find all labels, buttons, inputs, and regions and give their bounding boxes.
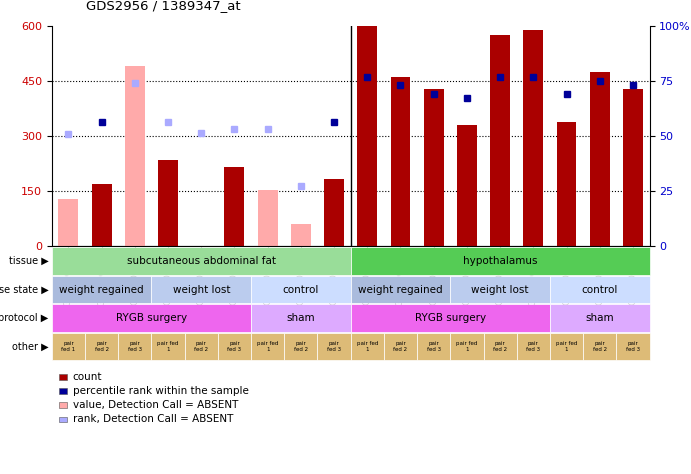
Text: disease state ▶: disease state ▶ xyxy=(0,284,48,295)
Bar xyxy=(623,89,643,246)
Bar xyxy=(92,184,111,246)
Bar xyxy=(556,122,576,246)
Text: hypothalamus: hypothalamus xyxy=(463,256,538,266)
Bar xyxy=(390,78,410,246)
Text: weight lost: weight lost xyxy=(173,284,230,295)
Bar xyxy=(158,160,178,246)
Text: pair
fed 2: pair fed 2 xyxy=(294,341,308,352)
Bar xyxy=(258,190,278,246)
Text: pair
fed 2: pair fed 2 xyxy=(393,341,408,352)
Text: weight regained: weight regained xyxy=(59,284,144,295)
Text: pair
fed 2: pair fed 2 xyxy=(194,341,208,352)
Text: percentile rank within the sample: percentile rank within the sample xyxy=(73,386,249,396)
Text: weight lost: weight lost xyxy=(471,284,529,295)
Text: pair
fed 1: pair fed 1 xyxy=(61,341,75,352)
Text: RYGB surgery: RYGB surgery xyxy=(116,313,187,323)
Text: pair
fed 3: pair fed 3 xyxy=(227,341,242,352)
Text: pair
fed 3: pair fed 3 xyxy=(527,341,540,352)
Bar xyxy=(59,199,78,246)
Text: pair fed
1: pair fed 1 xyxy=(456,341,477,352)
Text: pair
fed 3: pair fed 3 xyxy=(426,341,441,352)
Text: pair
fed 2: pair fed 2 xyxy=(593,341,607,352)
Bar xyxy=(324,179,344,246)
Text: other ▶: other ▶ xyxy=(12,341,48,352)
Bar xyxy=(589,72,609,246)
Bar xyxy=(357,26,377,246)
Text: protocol ▶: protocol ▶ xyxy=(0,313,48,323)
Text: GDS2956 / 1389347_at: GDS2956 / 1389347_at xyxy=(86,0,241,12)
Text: pair
fed 2: pair fed 2 xyxy=(493,341,507,352)
Text: weight regained: weight regained xyxy=(358,284,443,295)
Text: pair fed
1: pair fed 1 xyxy=(158,341,179,352)
Text: sham: sham xyxy=(585,313,614,323)
Bar xyxy=(225,167,245,246)
Text: pair fed
1: pair fed 1 xyxy=(357,341,378,352)
Bar xyxy=(424,89,444,246)
Bar xyxy=(291,225,311,246)
Bar xyxy=(490,35,510,246)
Text: sham: sham xyxy=(287,313,315,323)
Text: rank, Detection Call = ABSENT: rank, Detection Call = ABSENT xyxy=(73,414,233,425)
Text: pair fed
1: pair fed 1 xyxy=(556,341,577,352)
Text: count: count xyxy=(73,372,102,382)
Text: subcutaneous abdominal fat: subcutaneous abdominal fat xyxy=(126,256,276,266)
Text: pair
fed 3: pair fed 3 xyxy=(626,341,640,352)
Bar xyxy=(125,66,145,246)
Text: tissue ▶: tissue ▶ xyxy=(8,256,48,266)
Text: control: control xyxy=(283,284,319,295)
Text: RYGB surgery: RYGB surgery xyxy=(415,313,486,323)
Text: pair
fed 2: pair fed 2 xyxy=(95,341,108,352)
Text: control: control xyxy=(582,284,618,295)
Bar xyxy=(457,125,477,246)
Bar xyxy=(523,30,543,246)
Text: pair
fed 3: pair fed 3 xyxy=(128,341,142,352)
Text: value, Detection Call = ABSENT: value, Detection Call = ABSENT xyxy=(73,400,238,410)
Text: pair fed
1: pair fed 1 xyxy=(257,341,278,352)
Text: pair
fed 3: pair fed 3 xyxy=(327,341,341,352)
